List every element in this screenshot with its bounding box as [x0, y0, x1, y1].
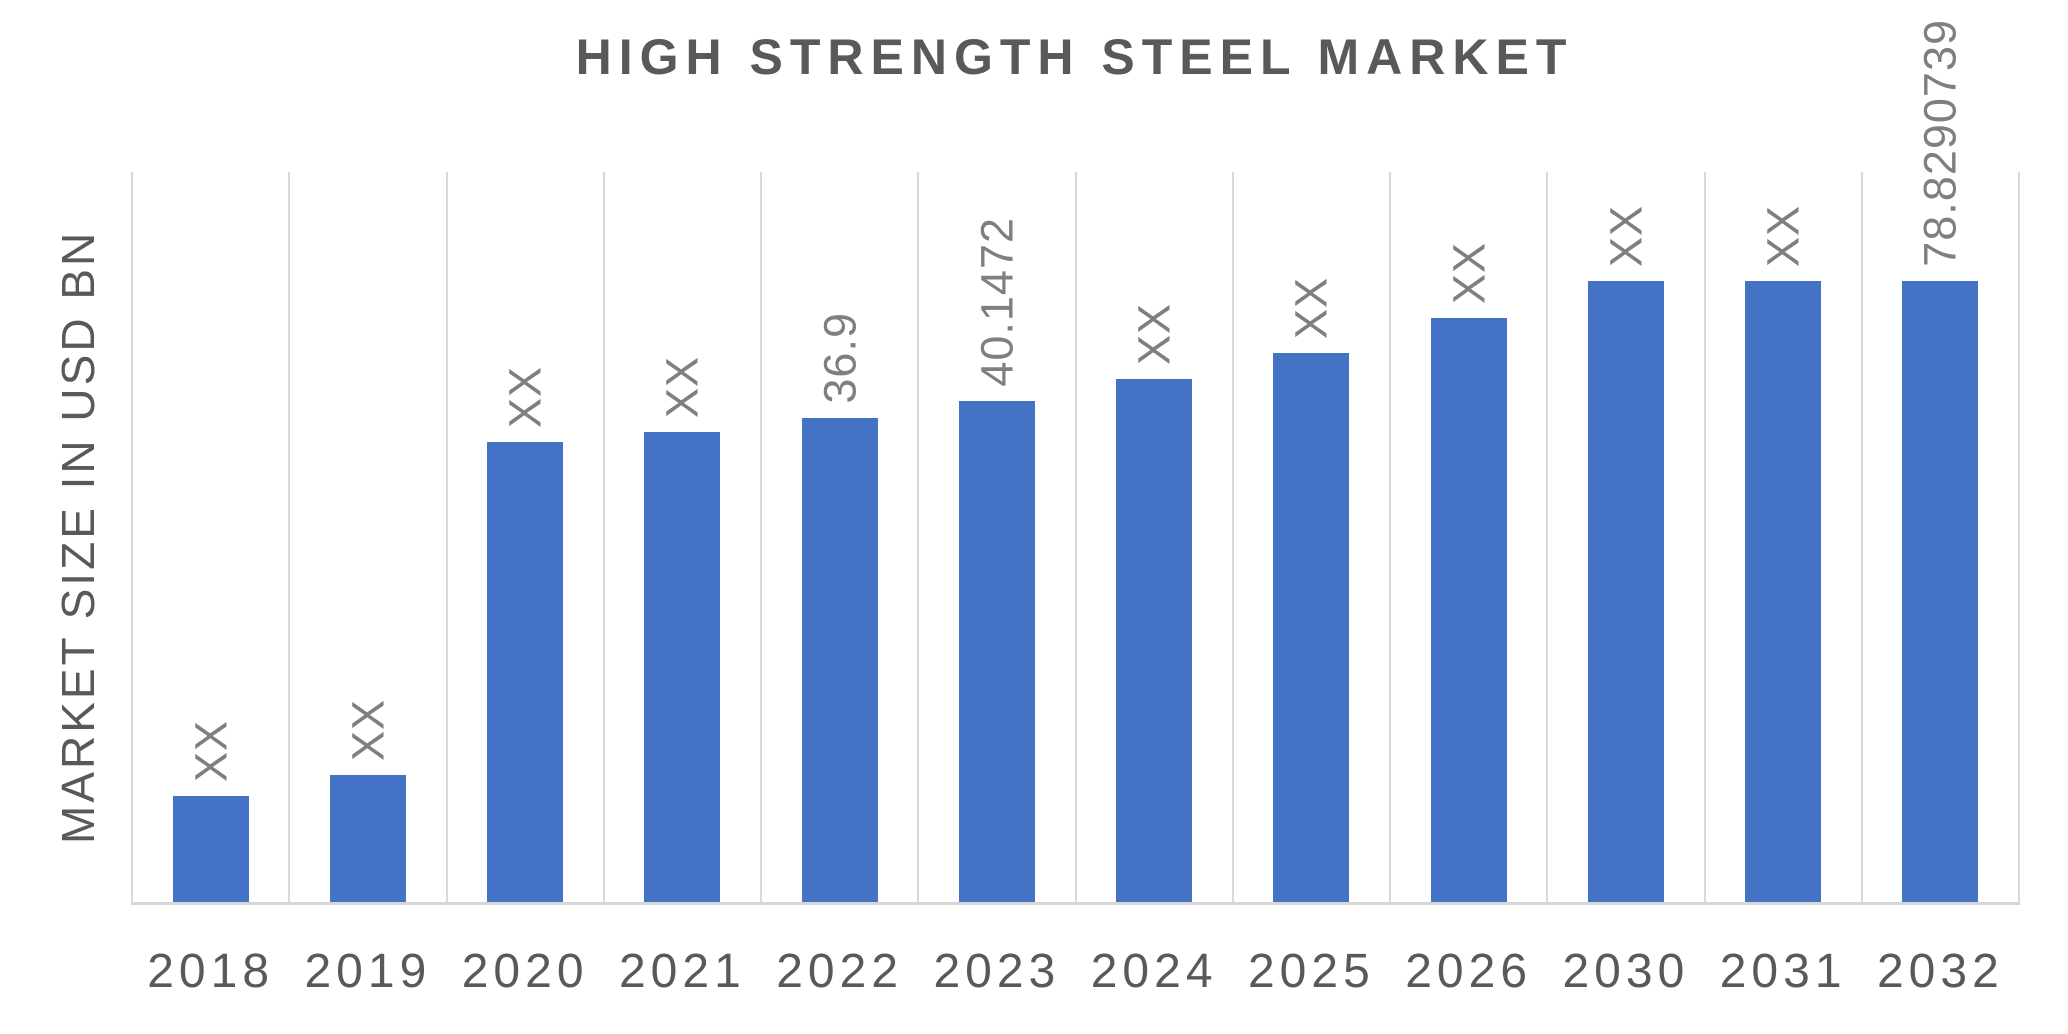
x-tick-label: 2023 [933, 945, 1061, 998]
chart-category: XX 2018 [131, 172, 288, 998]
chart-category: XX 2030 [1546, 172, 1703, 998]
bar-value-label: 36.9 [814, 312, 865, 404]
chart-category: XX 2019 [288, 172, 445, 998]
chart-category: XX 2020 [445, 172, 603, 998]
bar [801, 418, 878, 902]
chart-title: HIGH STRENGTH STEEL MARKET [575, 29, 1574, 85]
x-tick-label: 2032 [1876, 945, 2004, 998]
bar [1430, 318, 1507, 902]
chart-category: 78.8290739 2032 [1860, 19, 2018, 998]
chart-category: XX 2025 [1231, 172, 1389, 998]
chart-category: XX 2026 [1389, 172, 1546, 998]
bar-value-label: XX [185, 719, 236, 782]
chart-category: 36.9 2022 [760, 172, 917, 998]
bar [1902, 281, 1979, 902]
chart-category: XX 2031 [1703, 172, 1861, 998]
bar [172, 796, 249, 902]
x-tick-label: 2030 [1562, 945, 1690, 998]
x-tick-label: 2026 [1405, 945, 1533, 998]
x-tick-label: 2025 [1247, 945, 1375, 998]
x-tick-label: 2021 [618, 945, 746, 998]
x-tick-label: 2031 [1719, 945, 1847, 998]
chart-category: XX 2021 [602, 172, 760, 998]
bar-value-label: XX [1128, 302, 1180, 365]
bar-value-label: XX [1757, 204, 1809, 267]
bar [644, 432, 721, 902]
x-tick-label: 2020 [461, 945, 589, 998]
bar-value-label: XX [1285, 276, 1337, 339]
bar-value-label: XX [1600, 204, 1652, 267]
chart-category: XX 2024 [1074, 172, 1232, 998]
plot-area: XX 2018 XX 2019 XX 2020 XX 2021 36.9 202… [131, 19, 2020, 998]
chart-category: 40.1472 2023 [917, 172, 1074, 998]
bar-value-label: XX [499, 365, 551, 428]
x-tick-label: 2018 [147, 945, 275, 998]
bar [1745, 281, 1822, 902]
bar [329, 775, 406, 902]
bar-value-label: XX [1443, 241, 1494, 304]
bar-value-label: 78.8290739 [1914, 19, 1966, 267]
x-tick-label: 2019 [304, 945, 432, 998]
bar [1273, 353, 1350, 902]
bar-value-label: XX [342, 698, 394, 761]
bar [1116, 379, 1193, 902]
y-axis-title: MARKET SIZE IN USD BN [52, 229, 104, 845]
bar [1587, 281, 1664, 902]
bar [487, 442, 564, 902]
x-tick-label: 2022 [776, 945, 904, 998]
bar [958, 401, 1035, 902]
x-tick-label: 2024 [1090, 945, 1218, 998]
bar-value-label: XX [656, 355, 708, 418]
bar-value-label: 40.1472 [971, 217, 1023, 387]
